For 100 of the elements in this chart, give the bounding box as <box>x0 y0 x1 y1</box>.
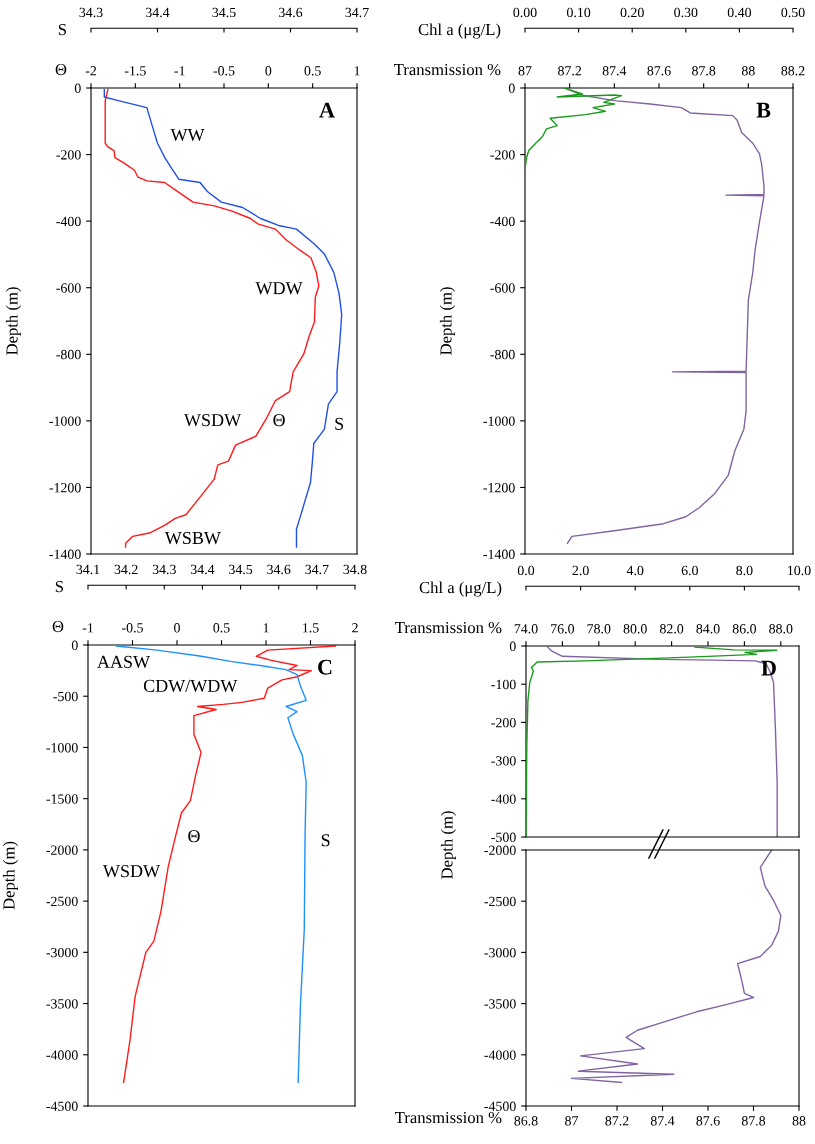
x2-tick-label: 0.00 <box>513 7 537 18</box>
x-tick-label: 76.0 <box>551 624 575 634</box>
x-tick-label: 87.8 <box>741 1116 766 1126</box>
y-tick-label: -600 <box>490 283 515 293</box>
y-axis-title: Depth (m) <box>439 287 455 355</box>
annotation: WSDW <box>184 414 242 427</box>
x-tick-label: 88 <box>792 1116 806 1126</box>
x-tick-label: -2 <box>85 66 97 76</box>
x2-tick-label: 4.0 <box>626 565 644 576</box>
x-tick-label: 87.6 <box>696 1116 720 1126</box>
y-axis-title: Depth (m) <box>2 841 18 910</box>
x-tick-label: 88.2 <box>781 66 805 76</box>
x-tick-label: 0 <box>174 623 180 633</box>
x2-tick-label: 34.5 <box>229 564 253 575</box>
y-tick-label: -1200 <box>49 483 81 493</box>
y-tick-label: -1400 <box>49 549 81 559</box>
annotation: Θ <box>273 414 285 427</box>
x-axis-title: Transmission % <box>394 63 501 76</box>
x2-tick-label: 34.6 <box>279 7 303 18</box>
x2-tick-label: 6.0 <box>681 565 698 576</box>
x-tick-label: 87 <box>565 1116 579 1126</box>
annotation: WDW <box>255 282 303 295</box>
y-tick-label: -4000 <box>46 1050 78 1060</box>
x-tick-label: 74.0 <box>514 624 538 634</box>
annotation: Θ <box>188 830 200 843</box>
chart-title: B <box>756 102 771 118</box>
x2-tick-label: 34.1 <box>76 564 100 575</box>
annotation: S <box>321 834 330 847</box>
y-tick-label: 0 <box>508 83 515 93</box>
x-axis-title: Transmission % <box>395 621 502 634</box>
x2-tick-label: 34.8 <box>343 564 367 575</box>
y-tick-label: -3000 <box>484 947 516 958</box>
x-tick-label: 87.4 <box>650 1116 675 1126</box>
x-tick-label: 88.0 <box>769 624 793 634</box>
y-tick-label: 0 <box>74 83 81 93</box>
x-tick-label: 0 <box>265 66 272 76</box>
y-tick-label: -1400 <box>483 549 515 559</box>
x2-tick-label: 34.3 <box>79 7 103 18</box>
y-tick-label: -3500 <box>46 999 78 1009</box>
x-tick-label: -1 <box>174 66 185 76</box>
y-tick-label: -2000 <box>46 845 78 855</box>
y-tick-label: -1000 <box>483 416 515 426</box>
x2-tick-label: 34.7 <box>345 7 369 18</box>
x-tick-label: 86.0 <box>732 624 757 634</box>
x2-tick-label: 34.3 <box>152 564 176 575</box>
annotation: CDW/WDW <box>143 679 238 693</box>
x2-tick-label: 0.0 <box>517 565 535 576</box>
x2-tick-label: 0.30 <box>674 7 698 18</box>
x2-tick-label: 0.20 <box>620 7 644 18</box>
x-tick-label: 0.5 <box>304 66 321 76</box>
x2-tick-label: 34.4 <box>190 564 215 575</box>
y-tick-label: -800 <box>490 349 515 360</box>
chart-title: A <box>319 102 335 118</box>
x-tick-label: 87.8 <box>692 66 716 76</box>
y-tick-label: -3500 <box>484 999 516 1009</box>
x-tick-label: 78.0 <box>587 624 611 634</box>
x-tick-label: -0.5 <box>122 623 143 633</box>
y-tick-label: -400 <box>490 216 515 227</box>
y-tick-label: -1500 <box>46 794 78 804</box>
chart-title: D <box>761 660 776 676</box>
y-tick-label: -4500 <box>484 1101 516 1111</box>
chart-title: C <box>318 659 332 675</box>
x-tick-label: 87 <box>518 66 532 76</box>
x-tick-label: 88 <box>741 66 755 76</box>
annotation: WW <box>170 128 205 142</box>
x2-tick-label: 34.4 <box>146 7 170 18</box>
x-axis-title: Θ <box>52 620 64 633</box>
y-tick-label: -1000 <box>46 743 78 753</box>
y-tick-label: 0 <box>509 641 516 651</box>
x-axis-title: Transmission % <box>395 1111 502 1124</box>
y-axis-title: Depth (m) <box>440 811 456 879</box>
y-tick-label: -500 <box>53 691 78 702</box>
y-tick-label: -3000 <box>46 947 78 958</box>
x2-tick-label: 8.0 <box>736 565 753 576</box>
x2-tick-label: 0.50 <box>781 7 805 18</box>
x2-axis-title: Chl a (μg/L) <box>418 23 501 39</box>
x-tick-label: 87.2 <box>605 1116 629 1126</box>
x-tick-label: 87.6 <box>647 66 671 76</box>
x2-axis-title: S <box>58 23 66 36</box>
x2-tick-label: 2.0 <box>572 565 589 576</box>
x-tick-label: 1 <box>354 66 360 76</box>
annotation: WSDW <box>102 865 161 878</box>
y-tick-label: -1000 <box>49 416 81 426</box>
x2-tick-label: 34.6 <box>267 564 291 575</box>
annotation: WSBW <box>164 531 221 545</box>
y-tick-label: -2500 <box>484 896 516 907</box>
y-tick-label: -1200 <box>483 483 515 493</box>
x-tick-label: 82.0 <box>659 624 684 634</box>
x-tick-label: 86.8 <box>514 1116 538 1126</box>
x-axis-title: Θ <box>55 63 67 76</box>
x2-tick-label: 34.5 <box>212 7 236 18</box>
x-tick-label: 1 <box>263 623 269 633</box>
x-tick-label: 87.2 <box>558 66 582 76</box>
y-axis-title: Depth (m) <box>5 287 21 355</box>
x2-tick-label: 0.10 <box>566 7 591 18</box>
line-series <box>570 850 782 1084</box>
x-tick-label: 1.5 <box>303 623 319 633</box>
y-tick-label: -4000 <box>484 1050 516 1060</box>
x-tick-label: -1 <box>82 623 93 633</box>
y-tick-label: -2500 <box>46 896 78 907</box>
